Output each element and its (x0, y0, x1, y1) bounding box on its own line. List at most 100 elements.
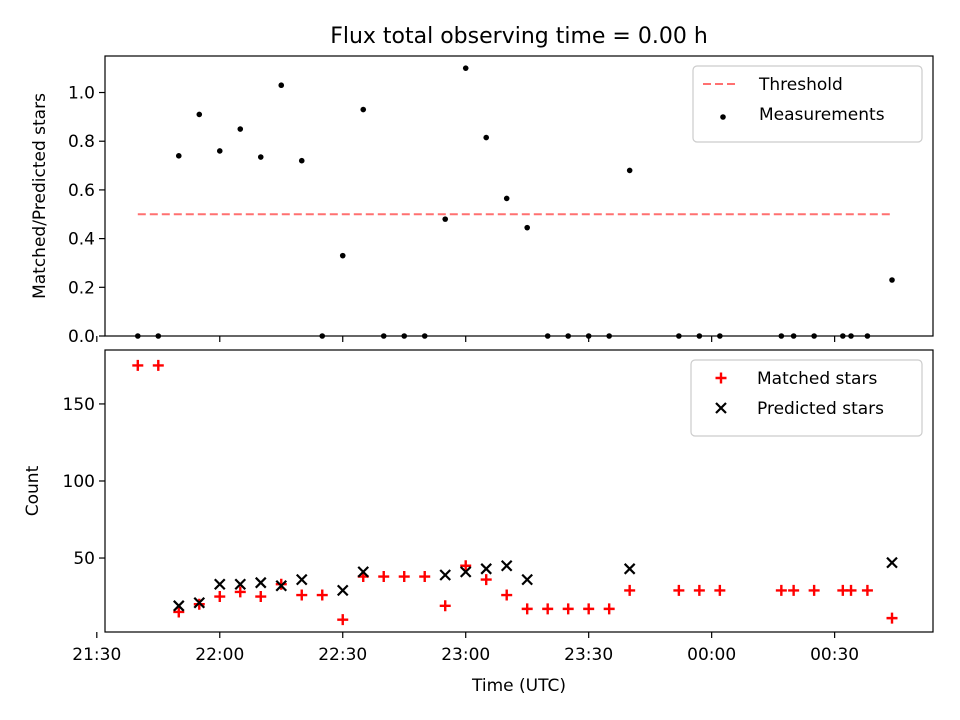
data-point (298, 157, 305, 164)
figure-title: Flux total observing time = 0.00 h (330, 24, 708, 49)
y-tick-label: 0.6 (68, 181, 95, 201)
data-point (714, 584, 726, 596)
data-point (673, 584, 685, 596)
y-axis-label: Matched/Predicted stars (30, 93, 50, 299)
data-point (624, 584, 636, 596)
y-tick-label: 100 (63, 472, 95, 492)
data-point (234, 586, 246, 598)
x-tick-label: 22:00 (195, 645, 244, 665)
x-axis-label: Time (UTC) (471, 676, 566, 696)
data-point (840, 333, 846, 339)
data-point (562, 603, 574, 615)
data-point (398, 571, 410, 583)
data-point (778, 333, 785, 339)
data-point (696, 333, 703, 339)
data-point (254, 576, 267, 589)
data-point (319, 333, 326, 339)
data-point (296, 589, 308, 601)
data-point (196, 111, 203, 118)
data-point (606, 333, 612, 339)
y-tick-label: 0.0 (68, 327, 95, 347)
data-point (848, 333, 854, 339)
x-tick-label: 23:30 (564, 645, 613, 665)
data-point (524, 224, 530, 231)
x-tick-label: 23:00 (441, 645, 490, 665)
data-point (234, 578, 247, 591)
data-point (255, 591, 267, 603)
data-point (419, 571, 431, 583)
data-point (401, 333, 408, 339)
data-point (173, 600, 185, 612)
data-point (521, 603, 533, 615)
data-point (886, 556, 898, 569)
data-point (788, 584, 800, 596)
data-point (173, 606, 185, 618)
series-matched-stars (132, 359, 898, 626)
data-point (480, 574, 492, 586)
y-axis-label: Count (23, 465, 43, 516)
data-point (257, 154, 264, 160)
legend-frame (690, 359, 923, 437)
data-point (155, 333, 162, 339)
data-point (886, 612, 898, 624)
data-point (583, 603, 595, 615)
data-point (216, 148, 223, 154)
data-point (421, 333, 428, 339)
y-tick-label: 0.2 (68, 278, 95, 298)
y-tick-label: 50 (73, 549, 95, 569)
legend-swatch (715, 402, 727, 414)
y-tick-label: 150 (63, 395, 95, 415)
legend: Matched stars Predicted stars (690, 359, 923, 437)
data-point (845, 584, 857, 596)
legend: Threshold Measurements (692, 65, 923, 143)
axes-frame (104, 55, 934, 337)
data-point (864, 333, 871, 339)
data-point (565, 333, 571, 339)
data-point (237, 126, 244, 132)
data-point (459, 566, 472, 578)
data-point (442, 216, 449, 222)
data-point (808, 584, 820, 596)
legend-label: Matched stars (757, 369, 877, 389)
data-point (339, 252, 346, 259)
data-point (603, 603, 615, 615)
legend-label: Measurements (759, 105, 885, 125)
data-point (480, 563, 492, 575)
y-tick-label: 0.8 (68, 132, 95, 152)
data-point (483, 134, 490, 141)
data-point (439, 569, 451, 581)
bottom-panel: 50 100 150 21:30 22:00 22:30 23:00 23:30 00:00 00… (23, 349, 934, 696)
data-point (676, 333, 682, 339)
data-point (175, 153, 182, 159)
data-point (275, 579, 288, 592)
y-tick-label: 1.0 (68, 84, 95, 104)
y-tick-label: 0.4 (68, 230, 95, 250)
legend-label: Predicted stars (757, 399, 884, 419)
data-point (336, 584, 349, 597)
data-point (316, 589, 328, 601)
data-point (542, 603, 554, 615)
x-tick-label: 21:30 (72, 645, 121, 665)
data-point (811, 333, 817, 339)
data-point (775, 584, 787, 596)
data-point (693, 584, 705, 596)
data-point (337, 614, 349, 626)
series-measurements (134, 65, 895, 339)
data-point (439, 600, 451, 612)
legend-frame (692, 65, 923, 143)
data-point (521, 573, 533, 586)
data-point (790, 333, 797, 339)
legend-swatch (720, 114, 726, 120)
legend-swatch (715, 372, 727, 384)
data-point (360, 106, 367, 113)
x-tick-label: 22:30 (318, 645, 367, 665)
data-point (501, 589, 513, 601)
data-point (462, 65, 469, 71)
data-point (278, 82, 285, 89)
data-point (717, 333, 723, 339)
data-point (295, 573, 308, 586)
data-point (152, 359, 164, 371)
data-point (380, 333, 387, 339)
data-point (132, 359, 144, 371)
